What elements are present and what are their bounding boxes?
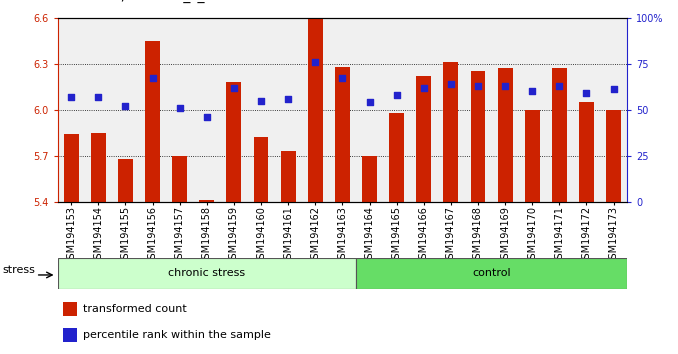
Bar xyxy=(254,137,268,202)
Point xyxy=(364,99,375,105)
Bar xyxy=(63,328,77,342)
Point xyxy=(147,76,158,81)
Point xyxy=(418,85,429,91)
Point xyxy=(66,94,77,100)
Point xyxy=(310,59,321,65)
Bar xyxy=(552,68,567,202)
Point xyxy=(228,85,239,91)
Bar xyxy=(172,156,187,202)
Bar xyxy=(606,110,621,202)
Bar xyxy=(362,156,377,202)
Point xyxy=(283,96,294,102)
Point xyxy=(120,103,131,109)
Text: transformed count: transformed count xyxy=(83,304,187,314)
Point xyxy=(554,83,565,88)
Bar xyxy=(64,134,79,202)
Bar xyxy=(199,200,214,202)
Text: control: control xyxy=(473,268,511,279)
Bar xyxy=(579,102,594,202)
Point xyxy=(527,88,538,94)
Point xyxy=(391,92,402,98)
Point xyxy=(201,114,212,120)
Bar xyxy=(498,68,513,202)
Text: percentile rank within the sample: percentile rank within the sample xyxy=(83,330,271,340)
Bar xyxy=(91,133,106,202)
Text: GDS3383 / 201504_s_at: GDS3383 / 201504_s_at xyxy=(52,0,218,3)
Bar xyxy=(389,113,404,202)
Bar xyxy=(118,159,133,202)
Bar xyxy=(356,258,627,289)
Point xyxy=(473,83,483,88)
Point xyxy=(174,105,185,111)
Text: stress: stress xyxy=(3,266,36,275)
Point xyxy=(608,87,619,92)
Point xyxy=(93,94,104,100)
Point xyxy=(445,81,456,87)
Bar xyxy=(226,82,241,202)
Bar xyxy=(525,110,540,202)
Bar xyxy=(281,151,296,202)
Bar xyxy=(443,62,458,202)
Bar xyxy=(416,76,431,202)
Bar xyxy=(145,41,160,202)
Point xyxy=(500,83,511,88)
Bar xyxy=(58,258,356,289)
Bar xyxy=(63,302,77,316)
Bar xyxy=(308,19,323,202)
Point xyxy=(337,76,348,81)
Bar xyxy=(335,67,350,202)
Point xyxy=(256,98,266,103)
Point xyxy=(581,90,592,96)
Text: chronic stress: chronic stress xyxy=(168,268,245,279)
Bar xyxy=(471,72,485,202)
